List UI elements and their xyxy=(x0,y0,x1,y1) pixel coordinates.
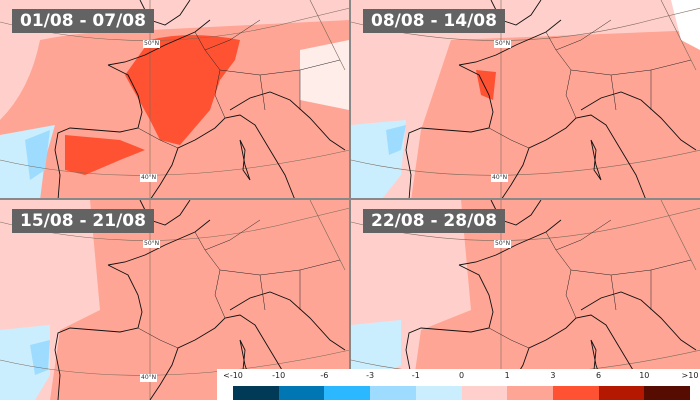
legend-tick: <-10 xyxy=(223,371,243,380)
legend-swatch xyxy=(598,386,645,400)
lat-label-40n-1: 40°N xyxy=(140,174,158,182)
legend-tick: -3 xyxy=(366,371,375,380)
legend-tick: -10 xyxy=(272,371,286,380)
legend-tick: 1 xyxy=(504,371,510,380)
map-panel-1 xyxy=(0,0,351,201)
legend-swatch xyxy=(278,386,325,400)
period-label-2: 08/08 - 14/08 xyxy=(363,9,505,33)
period-label-4: 22/08 - 28/08 xyxy=(363,209,505,233)
map-panel-2 xyxy=(350,0,700,201)
lat-label-50n-2: 50°N xyxy=(494,40,512,48)
legend-tick: 3 xyxy=(550,371,556,380)
legend-swatch xyxy=(233,386,279,400)
legend-swatch xyxy=(370,386,416,400)
period-label-1: 01/08 - 07/08 xyxy=(12,9,154,33)
legend-swatch xyxy=(644,386,691,400)
lat-label-40n-2: 40°N xyxy=(491,174,509,182)
legend-swatch xyxy=(415,386,462,400)
lat-label-50n-1: 50°N xyxy=(143,40,161,48)
legend-tick: 6 xyxy=(596,371,602,380)
legend-swatch xyxy=(461,386,508,400)
legend-tick: 10 xyxy=(639,371,650,380)
legend-tick: 0 xyxy=(458,371,465,380)
lat-label-50n-3: 50°N xyxy=(143,240,161,248)
lat-label-50n-4: 50°N xyxy=(494,240,512,248)
map-panel-3 xyxy=(0,199,351,400)
legend-tick: -1 xyxy=(411,371,420,380)
legend-swatch xyxy=(324,386,371,400)
period-label-3: 15/08 - 21/08 xyxy=(12,209,154,233)
lat-label-40n-3: 40°N xyxy=(140,374,158,382)
legend-swatch xyxy=(552,386,599,400)
legend-tick: >10 xyxy=(681,371,699,380)
map-panel-4 xyxy=(350,199,700,400)
legend-swatch xyxy=(507,386,553,400)
legend-tick: -6 xyxy=(320,371,329,380)
color-legend: <-10 -10 -6 -3 -1 0 1 3 6 10 >10 xyxy=(217,369,700,400)
